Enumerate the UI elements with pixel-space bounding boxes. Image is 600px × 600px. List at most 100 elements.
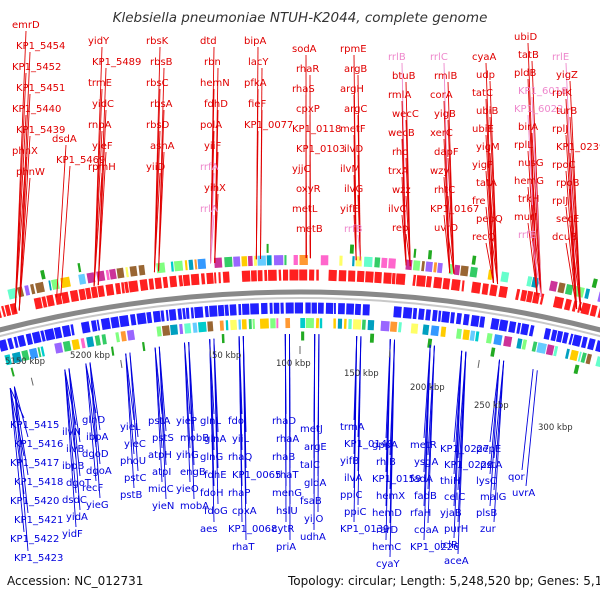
gene-feature xyxy=(86,272,96,284)
top-gene-label: polA xyxy=(200,120,222,131)
bottom-gene-label: KP1_5416 xyxy=(14,439,63,450)
gene-feature xyxy=(486,332,493,344)
top-gene-label: KP1_0239 xyxy=(556,142,600,153)
cog-track-reverse xyxy=(4,317,600,368)
gene-feature xyxy=(552,296,565,309)
bottom-connector xyxy=(68,368,81,443)
bottom-gene-label: yijO xyxy=(304,514,323,525)
bottom-gene-label: fadA xyxy=(410,474,433,485)
gene-feature xyxy=(31,331,42,344)
gene-feature xyxy=(442,277,451,290)
bottom-gene-label: ibpA xyxy=(86,432,108,443)
bottom-gene-label: recF xyxy=(82,483,104,494)
bottom-connector xyxy=(188,341,195,500)
top-gene-label: KP1_0103 xyxy=(296,144,345,155)
top-gene-label: rbsB xyxy=(150,57,173,68)
gene-feature xyxy=(0,309,2,319)
gene-feature xyxy=(90,320,98,332)
bottom-gene-label: KP1_5415 xyxy=(10,420,59,431)
top-gene-label: rbn xyxy=(204,57,221,68)
top-gene-label: trxA xyxy=(388,166,409,177)
gene-feature xyxy=(515,288,521,301)
bottom-gene-label: KP1_0226 xyxy=(410,542,459,553)
gene-feature xyxy=(35,281,45,294)
bottom-connector xyxy=(64,369,77,528)
top-gene-label: rep xyxy=(392,223,408,234)
top-gene-label: ilvG xyxy=(344,184,363,195)
bottom-gene-label: yieO xyxy=(176,484,199,495)
top-gene-label: rnpA xyxy=(88,120,112,131)
top-gene-label: KP1_5451 xyxy=(16,83,65,94)
bottom-connector xyxy=(209,339,215,523)
gene-feature xyxy=(430,325,440,337)
top-connector xyxy=(443,176,451,273)
gene-feature xyxy=(206,272,214,285)
top-gene-label: sodA xyxy=(292,44,317,55)
bottom-gene-label: yieC xyxy=(124,439,146,450)
gene-feature xyxy=(152,310,161,323)
gene-feature xyxy=(40,346,45,357)
top-gene-label: rrfE xyxy=(518,230,536,241)
top-connector xyxy=(401,176,407,266)
gene-feature xyxy=(568,333,574,345)
bottom-gene-label: yjaB xyxy=(440,508,462,519)
bottom-gene-label: rhaQ xyxy=(228,452,252,463)
gene-feature xyxy=(161,325,171,337)
bottom-gene-label: aes xyxy=(200,524,218,535)
bottom-connector xyxy=(13,386,29,552)
gene-feature xyxy=(1,305,7,318)
gene-feature xyxy=(40,269,46,280)
gene-feature xyxy=(383,272,392,284)
top-gene-label: rpoC xyxy=(552,160,576,171)
bottom-connector xyxy=(317,334,320,513)
gene-feature xyxy=(78,273,87,285)
bottom-gene-label: yieN xyxy=(152,501,174,512)
gene-feature xyxy=(580,336,588,349)
bottom-gene-label: ilvA xyxy=(344,473,362,484)
bottom-gene-label: dgoT xyxy=(66,478,92,489)
bottom-gene-label: thiH xyxy=(440,476,461,487)
gene-feature xyxy=(173,260,184,272)
bottom-connector xyxy=(213,338,219,505)
bottom-gene-label: rfaH xyxy=(410,508,431,519)
gene-feature xyxy=(41,296,48,308)
top-connector xyxy=(489,152,499,285)
bottom-gene-label: malG xyxy=(480,492,506,503)
gene-feature xyxy=(60,276,71,289)
top-gene-label: rplJ xyxy=(552,124,568,135)
bottom-gene-label: glnD xyxy=(82,415,105,426)
gene-feature xyxy=(556,330,564,343)
top-gene-label: rho xyxy=(392,147,408,158)
bottom-connector xyxy=(453,350,463,539)
gene-feature xyxy=(156,326,162,337)
top-gene-label: KP1_5454 xyxy=(16,41,65,52)
bottom-gene-label: KP1_0065 xyxy=(232,470,281,481)
tick-mark xyxy=(120,359,123,368)
gene-feature xyxy=(109,268,117,280)
gene-feature xyxy=(30,283,36,295)
top-connector xyxy=(531,240,542,297)
top-gene-label: metL xyxy=(292,204,318,215)
gene-feature xyxy=(455,312,462,325)
bottom-gene-label: fdhE xyxy=(204,470,227,481)
gene-feature xyxy=(489,284,498,297)
top-gene-label: wecC xyxy=(392,109,419,120)
kbp-ticks: 5150 kbp 5200 kbp 50 kbp 100 kbp 150 kbp 200 … xyxy=(5,346,573,433)
bottom-gene-label: hemX xyxy=(376,491,405,502)
top-gene-label: phnW xyxy=(16,167,45,178)
top-gene-label: ilvC xyxy=(388,204,406,215)
gene-feature xyxy=(526,276,533,287)
tick-label: 100 kbp xyxy=(276,359,311,369)
top-connector xyxy=(210,172,215,264)
top-connector xyxy=(485,170,494,283)
map-title: Klebsiella pneumoniae NTUH-K2044, comple… xyxy=(113,10,488,26)
backbone-ring xyxy=(0,289,600,333)
top-gene-label: rplJ xyxy=(552,196,568,207)
gene-feature xyxy=(197,258,207,270)
gene-feature xyxy=(437,262,443,274)
gene-feature xyxy=(10,367,15,377)
gene-feature xyxy=(471,281,482,294)
top-gene-label: argC xyxy=(344,104,367,115)
tick-mark xyxy=(209,349,212,358)
bottom-gene-label: KP1_5422 xyxy=(10,534,59,545)
